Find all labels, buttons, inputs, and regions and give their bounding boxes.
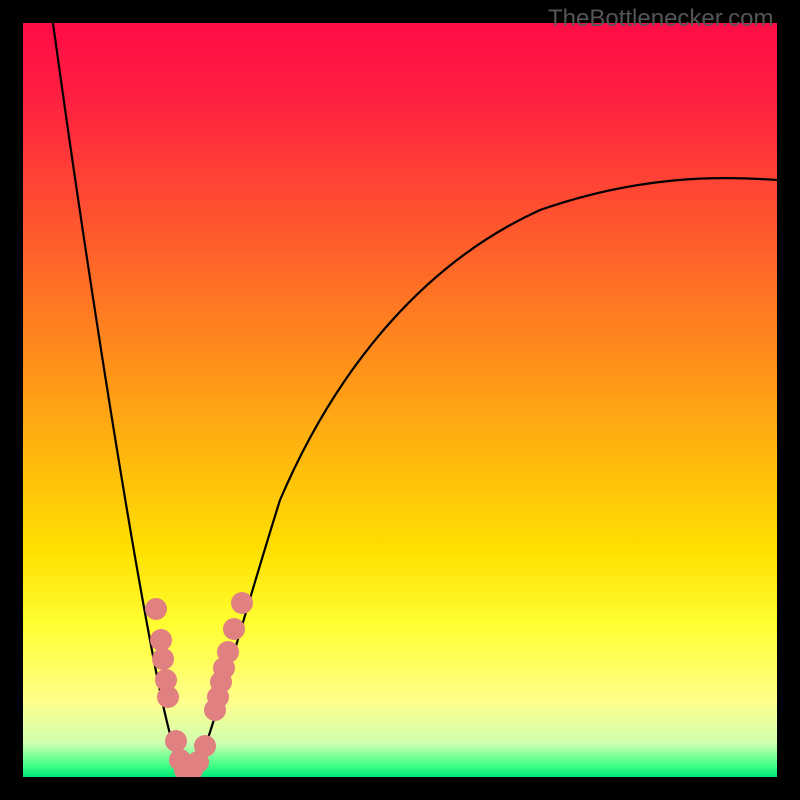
chart-border <box>0 0 800 800</box>
watermark-text: TheBottlenecker.com <box>548 5 773 33</box>
chart-container: TheBottlenecker.com <box>0 0 800 800</box>
